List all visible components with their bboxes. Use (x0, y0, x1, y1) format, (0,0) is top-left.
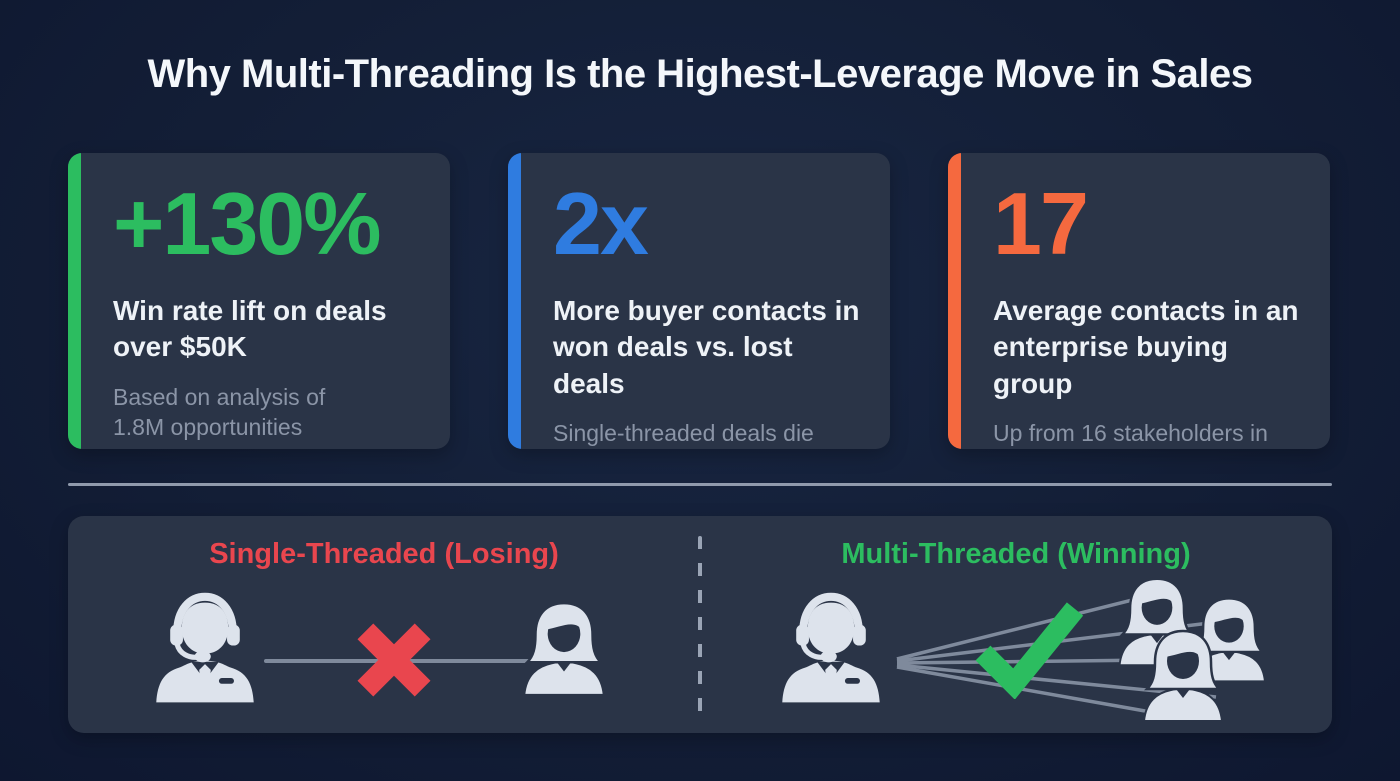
stat-value: 17 (993, 174, 1089, 273)
stat-headline: Win rate lift on deals over $50K (113, 294, 387, 363)
stat-card-win-rate: +130% Win rate lift on deals over $50K B… (68, 153, 450, 449)
dashed-divider (698, 536, 702, 715)
single-threaded-title: Single-Threaded (Losing) (209, 538, 559, 570)
multi-threaded-section: Multi-Threaded (Winning) (700, 516, 1332, 733)
multi-threaded-illustration (721, 579, 1311, 719)
green-accent-bar (68, 153, 81, 449)
stat-headline: More buyer contacts in won deals vs. los… (553, 294, 860, 399)
stat-cards-row: +130% Win rate lift on deals over $50K B… (68, 153, 1332, 449)
stat-value: +130% (113, 174, 381, 273)
stat-subtext: Single-threaded deals die when your cham… (553, 419, 814, 446)
check-icon (969, 595, 1089, 699)
blue-accent-bar (508, 153, 521, 449)
comparison-panel: Single-Threaded (Losing) Multi-Threaded … (68, 516, 1332, 733)
sales-rep-headset-icon (147, 591, 263, 707)
buyer-icon (513, 597, 615, 699)
orange-accent-bar (948, 153, 961, 449)
stat-subtext: Up from 16 stakeholders in 2017 to 25 to… (993, 419, 1268, 446)
stat-headline: Average contacts in an enterprise buying… (993, 294, 1299, 399)
buyer-icon (1133, 625, 1233, 725)
stat-card-buyer-contacts: 2x More buyer contacts in won deals vs. … (508, 153, 890, 449)
page-title: Why Multi-Threading Is the Highest-Lever… (147, 52, 1253, 96)
single-threaded-section: Single-Threaded (Losing) (68, 516, 700, 733)
stat-value: 2x (553, 174, 649, 273)
sales-rep-headset-icon (773, 591, 889, 707)
connection-line (264, 659, 559, 663)
stat-card-buying-group: 17 Average contacts in an enterprise buy… (948, 153, 1330, 449)
x-icon (341, 607, 447, 713)
stat-subtext: Based on analysis of 1.8M opportunities (113, 383, 326, 440)
section-divider (68, 483, 1332, 486)
single-threaded-illustration (89, 579, 679, 719)
multi-threaded-title: Multi-Threaded (Winning) (841, 538, 1191, 570)
